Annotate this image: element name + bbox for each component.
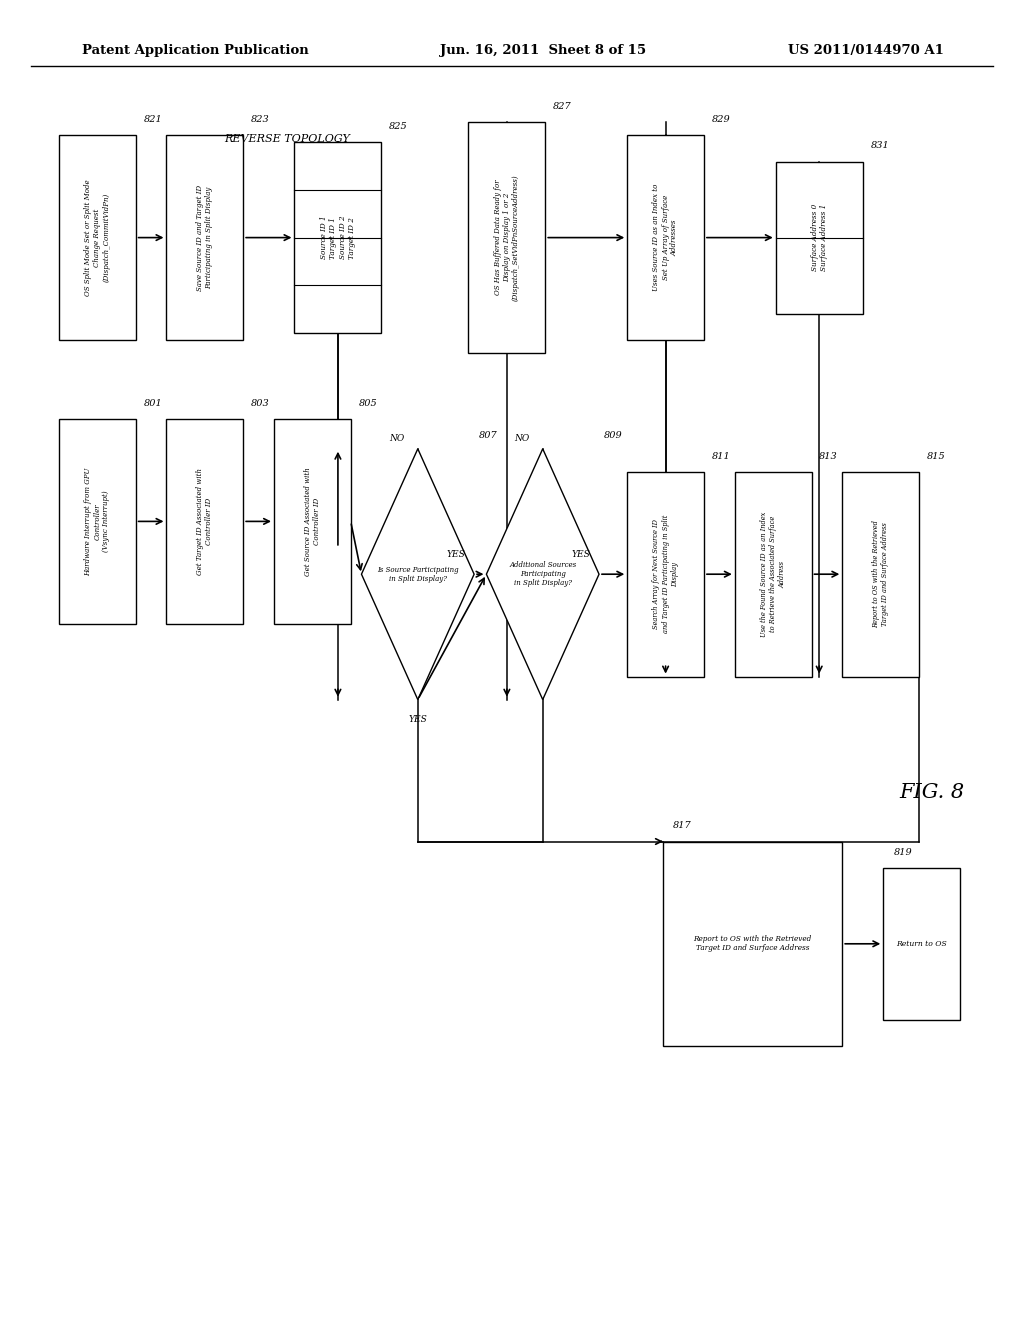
Text: 813: 813: [819, 451, 838, 461]
Bar: [842, 473, 920, 677]
Text: Source ID 1
Target ID 1
Source ID 2
Target ID 2: Source ID 1 Target ID 1 Source ID 2 Targ…: [321, 215, 355, 260]
Text: 821: 821: [143, 115, 162, 124]
Text: YES: YES: [571, 550, 591, 558]
Bar: [166, 420, 244, 624]
Text: 817: 817: [674, 821, 692, 830]
Text: Report to OS with the Retrieved
Target ID and Surface Address: Report to OS with the Retrieved Target I…: [693, 935, 812, 953]
Text: OS Split Mode Set or Split Mode
Change Request
(Dispatch_CommitVidPn): OS Split Mode Set or Split Mode Change R…: [84, 180, 111, 296]
Text: Hardware Interrupt from GPU
Controller
(Vsync Interrupt): Hardware Interrupt from GPU Controller (…: [84, 467, 111, 576]
Text: 831: 831: [870, 141, 889, 150]
Bar: [469, 123, 545, 354]
Text: Get Target ID Associated with
Controller ID: Get Target ID Associated with Controller…: [197, 467, 213, 576]
Text: Additional Sources
Participating
in Split Display?: Additional Sources Participating in Spli…: [509, 561, 577, 587]
Bar: [735, 473, 811, 677]
Bar: [59, 136, 135, 341]
Text: Uses Source ID as an Index to
Set Up Array of Surface
Addresses: Uses Source ID as an Index to Set Up Arr…: [652, 183, 679, 292]
Bar: [166, 136, 244, 341]
Text: 819: 819: [893, 847, 912, 857]
Text: YES: YES: [409, 715, 427, 723]
Text: Get Source ID Associated with
Controller ID: Get Source ID Associated with Controller…: [304, 467, 321, 576]
Text: REVERSE TOPOLOGY: REVERSE TOPOLOGY: [224, 133, 349, 144]
Text: 811: 811: [712, 451, 730, 461]
Text: Report to OS with the Retrieved
Target ID and Surface Address: Report to OS with the Retrieved Target I…: [872, 520, 889, 628]
Bar: [59, 420, 135, 624]
Text: Is Source Participating
in Split Display?: Is Source Participating in Split Display…: [377, 565, 459, 583]
Text: 829: 829: [712, 115, 730, 124]
Text: 815: 815: [927, 451, 945, 461]
Text: YES: YES: [446, 550, 466, 558]
Bar: [627, 473, 705, 677]
Text: 809: 809: [604, 432, 623, 440]
Text: OS Has Buffered Data Ready for
Display on Display 1 or 2
(Dispatch_SetVidPnSourc: OS Has Buffered Data Ready for Display o…: [494, 174, 520, 301]
Text: 823: 823: [251, 115, 269, 124]
Bar: [274, 420, 350, 624]
Text: NO: NO: [390, 434, 404, 442]
Bar: [883, 869, 961, 1020]
Text: 807: 807: [479, 432, 498, 440]
Bar: [664, 842, 842, 1045]
Text: FIG. 8: FIG. 8: [899, 783, 965, 801]
Text: Patent Application Publication: Patent Application Publication: [82, 44, 308, 57]
Text: NO: NO: [515, 434, 529, 442]
Text: Surface Address 0
Surface Address 1: Surface Address 0 Surface Address 1: [811, 205, 827, 271]
Bar: [295, 143, 382, 334]
Text: Search Array for Next Source ID
and Target ID Participating in Split
Display: Search Array for Next Source ID and Targ…: [652, 515, 679, 634]
Polygon shape: [361, 449, 474, 700]
Text: Jun. 16, 2011  Sheet 8 of 15: Jun. 16, 2011 Sheet 8 of 15: [440, 44, 646, 57]
Text: 801: 801: [143, 399, 162, 408]
Text: Return to OS: Return to OS: [896, 940, 947, 948]
Text: 805: 805: [358, 399, 377, 408]
Bar: [776, 162, 862, 314]
Text: 827: 827: [553, 102, 571, 111]
Text: 803: 803: [251, 399, 269, 408]
Text: US 2011/0144970 A1: US 2011/0144970 A1: [788, 44, 944, 57]
Text: 825: 825: [389, 121, 408, 131]
Text: Use the Found Source ID as an Index
to Retrieve the Associated Surface
Address: Use the Found Source ID as an Index to R…: [760, 512, 786, 636]
Text: Save Source ID and Target ID
Participating in Split Display: Save Source ID and Target ID Participati…: [197, 185, 213, 290]
Polygon shape: [486, 449, 599, 700]
Bar: [627, 136, 705, 341]
